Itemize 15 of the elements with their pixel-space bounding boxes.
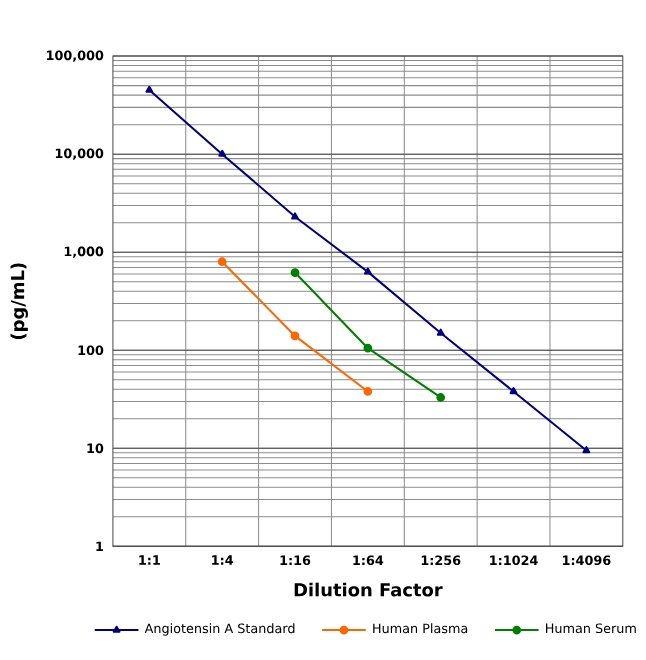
point (290, 268, 300, 277)
point (217, 257, 227, 267)
point (290, 331, 300, 341)
point (363, 387, 373, 396)
point (509, 387, 518, 395)
point (363, 267, 372, 275)
point (436, 393, 445, 402)
point (582, 446, 591, 454)
y-axis-title: (pg/mL) (10, 263, 28, 340)
point (363, 343, 373, 353)
point (145, 85, 154, 93)
point (218, 149, 227, 157)
point (291, 212, 299, 220)
x-axis-title: Dilution Factor (294, 582, 443, 597)
point (436, 328, 445, 336)
